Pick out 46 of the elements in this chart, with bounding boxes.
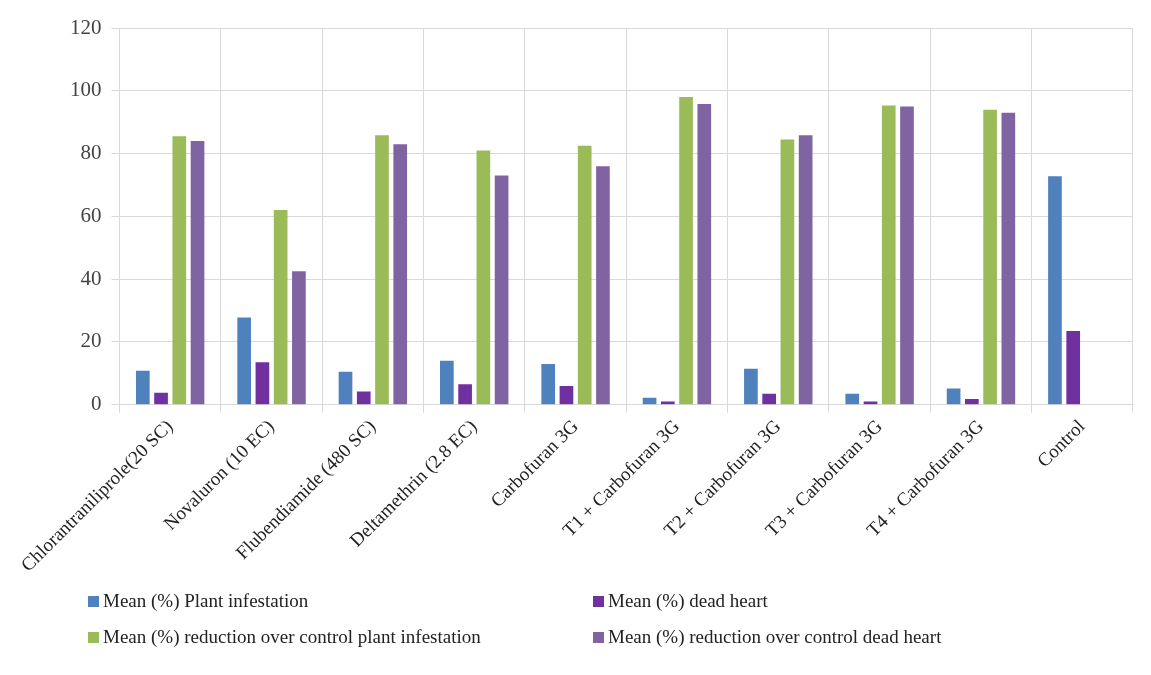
- bar: [338, 371, 353, 405]
- bar: [494, 175, 509, 405]
- bar: [440, 360, 454, 405]
- legend-label: Mean (%) dead heart: [608, 590, 768, 612]
- bar: [798, 135, 813, 405]
- bar: [965, 399, 979, 405]
- y-tick-label: 60: [80, 202, 102, 227]
- bar: [154, 392, 168, 405]
- bar: [135, 370, 150, 405]
- legend-label: Mean (%) Plant infestation: [103, 590, 309, 612]
- bar: [762, 393, 776, 405]
- bar: [881, 105, 896, 405]
- bar: [946, 388, 961, 405]
- bar: [292, 271, 306, 405]
- bar: [1066, 330, 1081, 405]
- legend-label: Mean (%) reduction over control plant infestation: [103, 626, 481, 648]
- bar: [845, 393, 860, 405]
- bar: [780, 139, 795, 405]
- bar: [983, 109, 997, 405]
- y-tick-label: 120: [70, 14, 102, 39]
- bar: [375, 135, 389, 405]
- legend-label: Mean (%) reduction over control dead heart: [608, 626, 942, 648]
- bar: [596, 166, 610, 405]
- bar: [172, 136, 187, 405]
- bar: [679, 97, 693, 405]
- bar: [541, 363, 556, 405]
- bar: [476, 150, 491, 405]
- bar: [1048, 176, 1062, 405]
- bar: [393, 144, 408, 405]
- bar: [356, 391, 371, 405]
- bar: [559, 385, 574, 405]
- bar: [900, 106, 914, 405]
- bar: [577, 145, 592, 405]
- bar: [744, 368, 758, 405]
- bar: [273, 210, 288, 405]
- bar: [1001, 112, 1016, 405]
- bar: [237, 317, 251, 405]
- bar: [697, 103, 712, 405]
- bar: [190, 141, 205, 405]
- y-tick-label: 80: [80, 140, 102, 165]
- bar: [458, 384, 472, 405]
- y-tick-label: 100: [70, 77, 102, 102]
- y-tick-label: 20: [80, 328, 102, 353]
- y-tick-label: 0: [91, 391, 102, 416]
- y-tick-label: 40: [80, 265, 102, 290]
- bar: [255, 362, 270, 405]
